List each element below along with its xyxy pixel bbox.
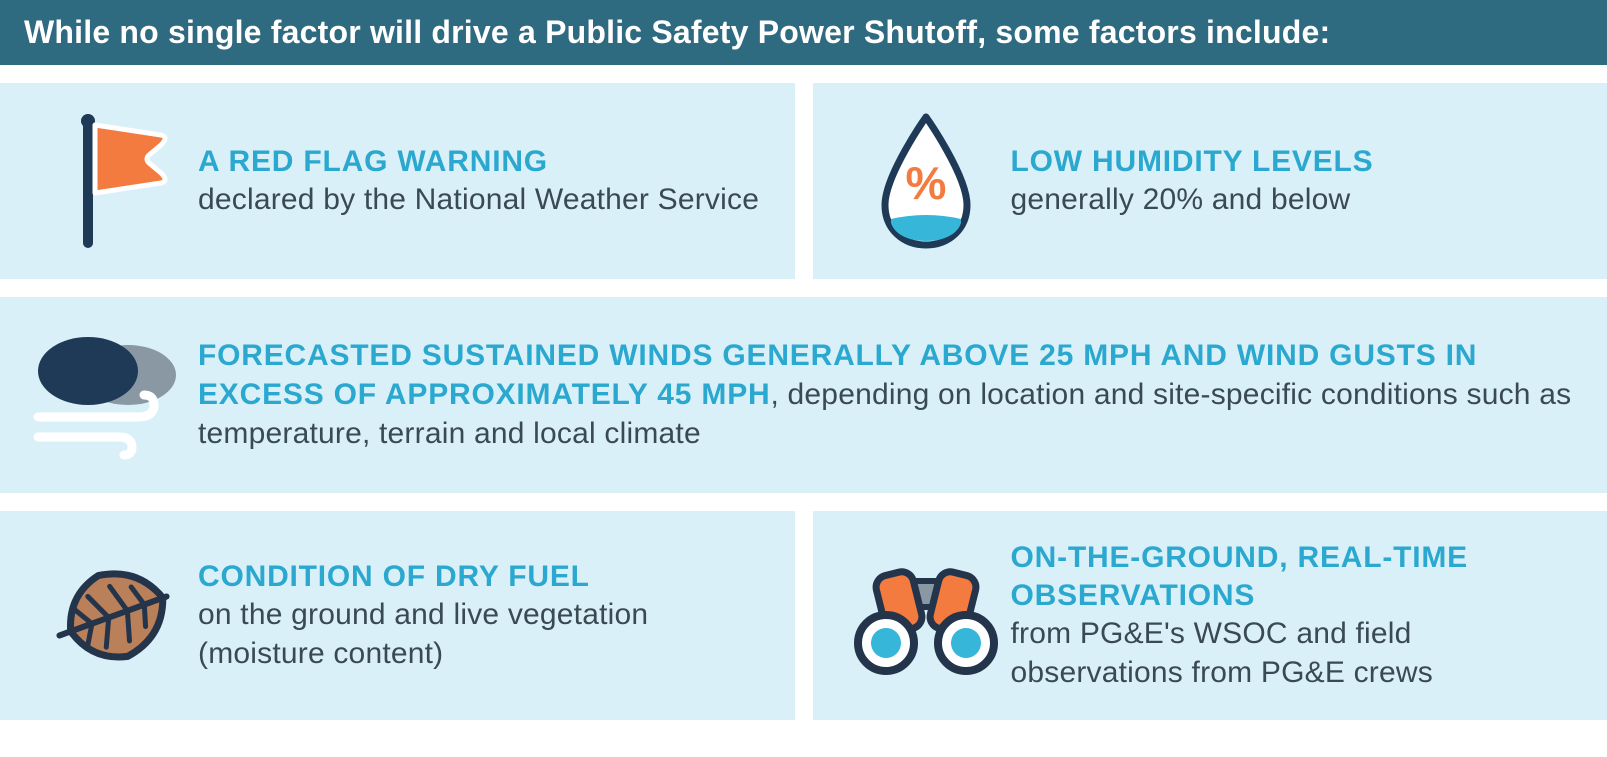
binoculars-icon — [841, 551, 1011, 681]
card-text: FORECASTED SUSTAINED WINDS GENERALLY ABO… — [198, 337, 1579, 453]
infographic-container: While no single factor will drive a Publ… — [0, 0, 1607, 720]
card-title: CONDITION OF DRY FUEL — [198, 558, 767, 596]
header-bar: While no single factor will drive a Publ… — [0, 0, 1607, 65]
card-text: LOW HUMIDITY LEVELS generally 20% and be… — [1011, 143, 1580, 220]
card-red-flag: A RED FLAG WARNING declared by the Natio… — [0, 83, 795, 279]
wind-icon — [28, 325, 198, 465]
card-text: CONDITION OF DRY FUEL on the ground and … — [198, 558, 767, 674]
card-dry-fuel: CONDITION OF DRY FUEL on the ground and … — [0, 511, 795, 720]
cards-grid: A RED FLAG WARNING declared by the Natio… — [0, 65, 1607, 720]
card-title: LOW HUMIDITY LEVELS — [1011, 143, 1580, 181]
card-title: A RED FLAG WARNING — [198, 143, 767, 181]
card-desc: from PG&E's WSOC and field observations … — [1011, 614, 1580, 692]
header-text: While no single factor will drive a Publ… — [24, 14, 1330, 50]
card-desc: declared by the National Weather Service — [198, 180, 767, 219]
card-wind: FORECASTED SUSTAINED WINDS GENERALLY ABO… — [0, 297, 1607, 493]
card-title: ON-THE-GROUND, REAL-TIME OBSERVATIONS — [1011, 539, 1580, 614]
leaf-icon — [28, 551, 198, 681]
flag-icon — [28, 111, 198, 251]
card-text: ON-THE-GROUND, REAL-TIME OBSERVATIONS fr… — [1011, 539, 1580, 692]
card-text: A RED FLAG WARNING declared by the Natio… — [198, 143, 767, 220]
droplet-icon: % — [841, 111, 1011, 251]
card-observations: ON-THE-GROUND, REAL-TIME OBSERVATIONS fr… — [813, 511, 1607, 720]
card-desc: on the ground and live vegetation (moist… — [198, 595, 767, 673]
svg-text:%: % — [905, 157, 946, 209]
card-desc: generally 20% and below — [1011, 180, 1580, 219]
card-humidity: % LOW HUMIDITY LEVELS generally 20% and … — [813, 83, 1607, 279]
